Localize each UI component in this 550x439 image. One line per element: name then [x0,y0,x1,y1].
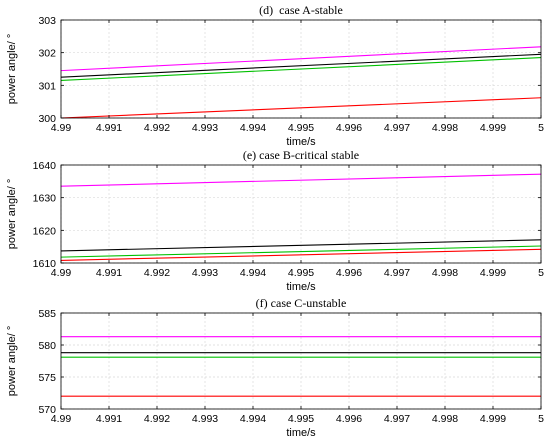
series-line-3 [60,245,542,258]
y-tick-label: 1630 [33,193,57,205]
x-tick-label: 5 [538,267,544,279]
x-axis-label: time/s [286,427,316,439]
x-tick-label: 4.994 [240,413,266,425]
y-tick-label: 570 [38,404,56,416]
x-tick-label: 4.995 [288,267,314,279]
x-tick-label: 4.991 [96,122,122,134]
x-tick-label: 4.99 [51,122,72,134]
x-tick-label: 5 [538,122,544,134]
y-tick-label: 585 [38,308,56,320]
y-axis-label: power angle/ ° [6,179,18,249]
x-tick-label: 4.998 [432,267,458,279]
series-line-2 [60,53,542,78]
chart-title: (e) case B-critical stable [243,148,359,162]
x-tick-label: 4.997 [384,413,410,425]
series-line-1 [60,46,542,72]
panel-1: 4.99 4.991 4.992 4.993 4.994 4.995 4.996 4.997 4… [6,3,544,148]
x-tick-label: 4.995 [288,413,314,425]
x-tick-label: 4.994 [240,267,266,279]
y-axis-label: power angle/ ° [6,326,18,396]
x-tick-label: 4.997 [384,267,410,279]
x-tick-label: 4.994 [240,122,266,134]
x-tick-label: 4.995 [288,122,314,134]
y-tick-label: 1640 [33,160,57,172]
y-axis-label: power angle/ ° [6,34,18,104]
x-tick-label: 4.993 [192,267,218,279]
series-line-4 [60,248,542,261]
x-tick-label: 4.996 [336,122,362,134]
x-tick-label: 4.999 [480,413,506,425]
x-axis-label: time/s [286,136,316,148]
y-tick-label: 300 [38,113,56,125]
y-tick-label: 1620 [33,225,57,237]
y-tick-label: 575 [38,372,56,384]
x-tick-label: 4.996 [336,267,362,279]
y-tick-label: 303 [38,15,56,27]
chart-title: (f) case C-unstable [256,296,347,310]
x-tick-label: 4.993 [192,122,218,134]
x-tick-label: 4.998 [432,122,458,134]
series-line-2 [60,239,542,252]
y-tick-label: 1610 [33,258,57,270]
x-tick-label: 4.999 [480,122,506,134]
y-tick-label: 302 [38,48,56,60]
y-tick-label: 301 [38,80,56,92]
x-tick-label: 4.996 [336,413,362,425]
chart-title: (d) case A-stable [259,3,343,17]
x-axis-label: time/s [286,281,316,293]
y-tick-label: 580 [38,340,56,352]
x-tick-label: 4.991 [96,267,122,279]
x-tick-label: 4.992 [144,267,170,279]
series-line-1 [60,173,542,187]
x-tick-label: 4.991 [96,413,122,425]
panel-3: 4.99 4.991 4.992 4.993 4.994 4.995 4.996 4.997 4… [6,296,544,439]
x-tick-label: 4.999 [480,267,506,279]
x-tick-label: 4.997 [384,122,410,134]
x-tick-label: 4.992 [144,413,170,425]
x-tick-label: 4.993 [192,413,218,425]
series-line-3 [60,57,542,81]
x-tick-label: 4.992 [144,122,170,134]
series-line-4 [60,97,542,119]
x-tick-label: 4.998 [432,413,458,425]
x-tick-label: 5 [538,413,544,425]
x-tick-label: 4.99 [51,267,72,279]
x-tick-label: 4.99 [51,413,72,425]
panel-2: 4.99 4.991 4.992 4.993 4.994 4.995 4.996 4.997 4… [6,148,544,293]
